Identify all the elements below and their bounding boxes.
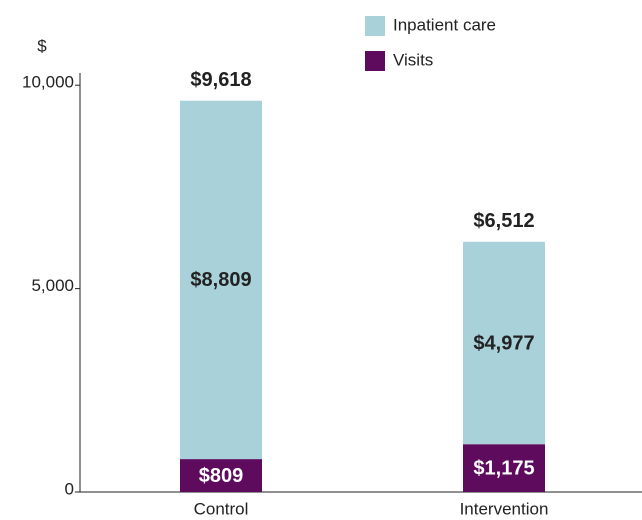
- y-tick-label: 0: [65, 479, 74, 498]
- x-tick-label: Intervention: [460, 499, 549, 518]
- legend-swatch: [365, 51, 385, 71]
- bar-segment: [463, 444, 545, 492]
- x-tick-label: Control: [194, 499, 249, 518]
- y-tick-label: 10,000: [22, 73, 74, 92]
- legend-label: Visits: [393, 50, 433, 69]
- data-label: $1,175: [473, 457, 534, 479]
- total-label: $6,512: [473, 210, 534, 232]
- legend-swatch: [365, 16, 385, 36]
- bar-segment: [463, 241, 545, 445]
- total-label: $9,618: [190, 69, 251, 91]
- bar-segment: [180, 100, 262, 460]
- data-label: $4,977: [473, 332, 534, 354]
- legend-label: Inpatient care: [393, 15, 496, 34]
- y-axis-label: $: [37, 36, 47, 55]
- data-label: $8,809: [190, 269, 251, 291]
- bar-segment: [180, 459, 262, 492]
- y-tick-label: 5,000: [31, 276, 74, 295]
- data-label: $809: [199, 465, 244, 487]
